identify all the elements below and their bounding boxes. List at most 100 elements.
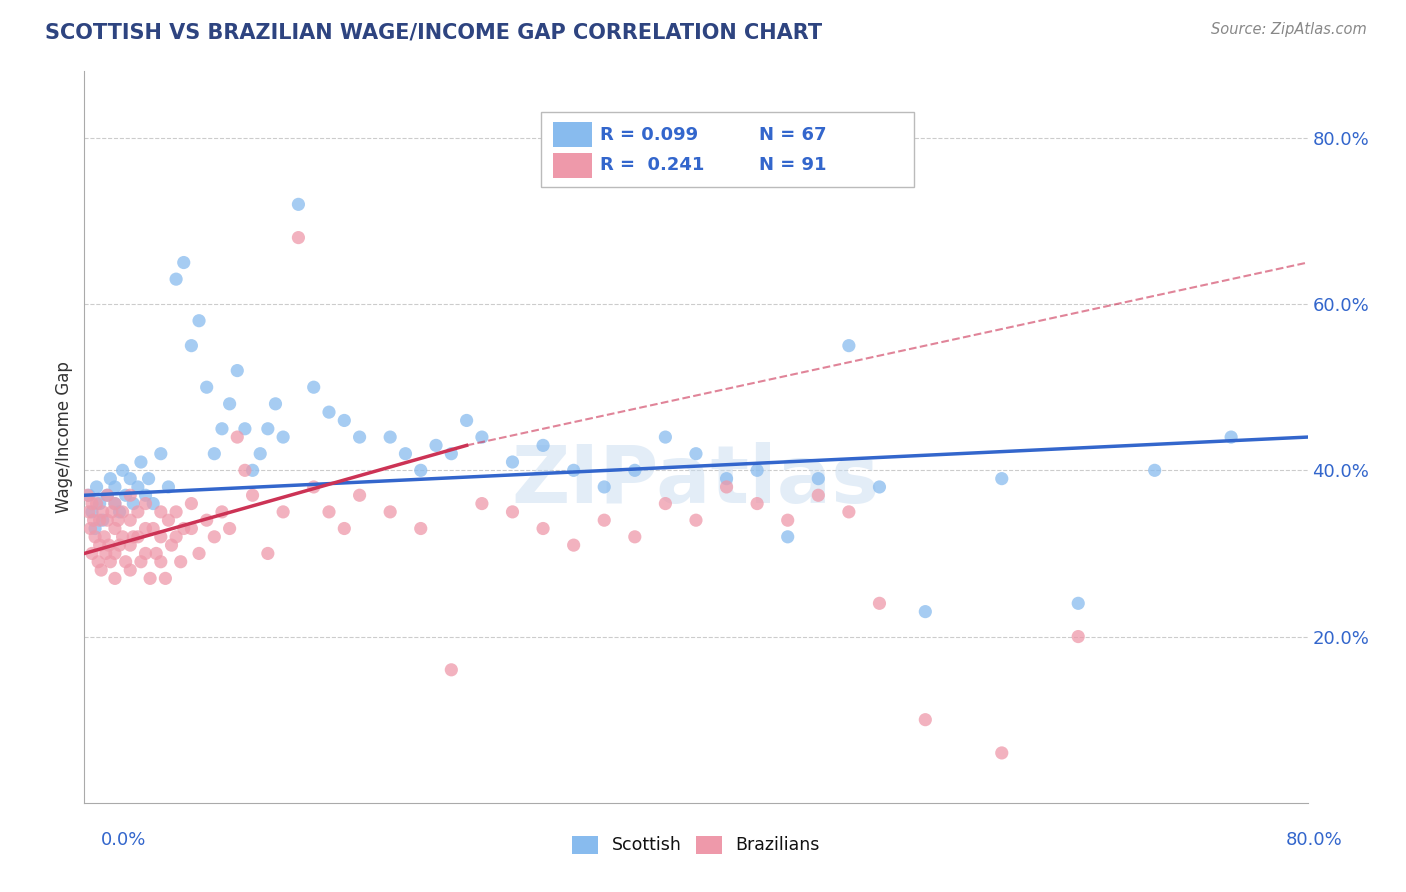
Point	[188, 546, 211, 560]
Point	[83, 513, 105, 527]
Text: 0.0%: 0.0%	[101, 831, 146, 849]
Point	[531, 521, 554, 535]
Point	[111, 530, 134, 544]
Point	[101, 505, 124, 519]
Point	[1220, 430, 1243, 444]
Point	[869, 596, 891, 610]
Point	[202, 447, 225, 461]
Text: N = 67: N = 67	[759, 126, 827, 144]
Point	[76, 488, 98, 502]
Point	[127, 530, 149, 544]
Point	[233, 463, 256, 477]
Point	[249, 447, 271, 461]
Point	[135, 497, 157, 511]
Point	[122, 530, 145, 544]
Point	[776, 530, 799, 544]
Point	[122, 497, 145, 511]
Point	[776, 513, 799, 527]
Point	[93, 530, 115, 544]
Point	[77, 505, 100, 519]
Point	[869, 480, 891, 494]
Point	[104, 497, 127, 511]
Point	[257, 546, 280, 560]
Point	[120, 488, 142, 502]
Point	[135, 521, 157, 535]
Point	[80, 505, 103, 519]
Point	[91, 505, 114, 519]
Point	[173, 255, 195, 269]
Point	[160, 538, 183, 552]
Point	[127, 480, 149, 494]
Point	[98, 472, 121, 486]
Point	[157, 513, 180, 527]
Point	[838, 505, 860, 519]
Point	[233, 422, 256, 436]
Point	[157, 480, 180, 494]
Point	[142, 521, 165, 535]
Point	[318, 505, 340, 519]
Point	[440, 447, 463, 461]
Point	[807, 472, 830, 486]
Point	[77, 488, 100, 502]
Point	[104, 480, 127, 494]
Point	[195, 380, 218, 394]
Point	[97, 538, 120, 552]
Legend: Scottish, Brazilians: Scottish, Brazilians	[565, 829, 827, 862]
Point	[108, 538, 131, 552]
Point	[139, 571, 162, 585]
Point	[180, 497, 202, 511]
Point	[107, 513, 129, 527]
Point	[202, 530, 225, 544]
Point	[120, 563, 142, 577]
Point	[104, 521, 127, 535]
Point	[80, 546, 103, 560]
Point	[654, 497, 676, 511]
Point	[104, 571, 127, 585]
Point	[86, 497, 108, 511]
Point	[1143, 463, 1166, 477]
Point	[531, 438, 554, 452]
Point	[86, 480, 108, 494]
Point	[180, 521, 202, 535]
Point	[142, 497, 165, 511]
Point	[89, 497, 111, 511]
Point	[502, 455, 524, 469]
Point	[226, 363, 249, 377]
Point	[562, 538, 585, 552]
Point	[145, 546, 167, 560]
Point	[84, 530, 107, 544]
Point	[96, 488, 118, 502]
Point	[108, 505, 131, 519]
Point	[218, 521, 240, 535]
Point	[409, 521, 432, 535]
Point	[747, 497, 769, 511]
Point	[80, 497, 103, 511]
Point	[747, 463, 769, 477]
Text: Source: ZipAtlas.com: Source: ZipAtlas.com	[1211, 22, 1367, 37]
Point	[84, 521, 107, 535]
Point	[96, 488, 118, 502]
Point	[456, 413, 478, 427]
Point	[111, 505, 134, 519]
Point	[302, 380, 325, 394]
Point	[114, 488, 136, 502]
Point	[226, 430, 249, 444]
Point	[114, 555, 136, 569]
Point	[271, 505, 294, 519]
Point	[120, 472, 142, 486]
Point	[440, 663, 463, 677]
Point	[91, 513, 114, 527]
Point	[271, 430, 294, 444]
Point	[1067, 630, 1090, 644]
Point	[287, 230, 309, 244]
Text: SCOTTISH VS BRAZILIAN WAGE/INCOME GAP CORRELATION CHART: SCOTTISH VS BRAZILIAN WAGE/INCOME GAP CO…	[45, 22, 823, 42]
Point	[89, 538, 111, 552]
Text: R = 0.099: R = 0.099	[600, 126, 699, 144]
Point	[87, 555, 110, 569]
Point	[127, 505, 149, 519]
Point	[135, 546, 157, 560]
Point	[264, 397, 287, 411]
Point	[914, 605, 936, 619]
Point	[111, 463, 134, 477]
Point	[173, 521, 195, 535]
